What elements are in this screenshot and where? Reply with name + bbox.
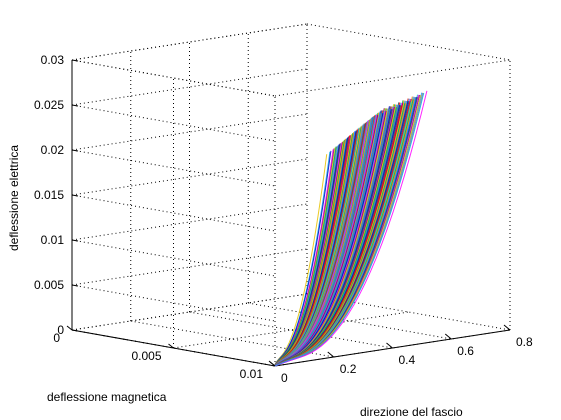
z-tick-label: 0.01 bbox=[41, 233, 65, 247]
z-tick-label: 0.015 bbox=[34, 188, 64, 202]
z-tick-label: 0.005 bbox=[34, 278, 64, 292]
x-axis-label: direzione del fascio bbox=[360, 405, 463, 419]
z-tick-label: 0 bbox=[57, 323, 64, 337]
axis-ticks: 0 0.005 0.01 0.015 0.02 0.025 0.03 0 0.005 0.01 0 0… bbox=[34, 53, 533, 385]
x-tick-mark bbox=[327, 351, 335, 358]
z-tick-mark bbox=[71, 104, 79, 107]
y-tick-mark bbox=[168, 343, 174, 349]
z-tick-label: 0.02 bbox=[41, 143, 65, 157]
z-tick-mark bbox=[71, 239, 79, 242]
y-tick-label: 0 bbox=[53, 331, 60, 345]
z-tick-mark bbox=[71, 329, 79, 332]
trajectory-bundle bbox=[274, 90, 428, 367]
x-tick-label: 0.8 bbox=[516, 335, 533, 349]
x-tick-mark bbox=[386, 342, 393, 349]
trajectory-line bbox=[274, 99, 416, 367]
x-tick-label: 0.6 bbox=[457, 344, 474, 358]
x-tick-mark bbox=[444, 333, 452, 340]
x-tick-label: 0.4 bbox=[399, 353, 416, 367]
y-tick-label: 0.01 bbox=[240, 367, 264, 381]
x-tick-mark bbox=[268, 360, 276, 367]
z-tick-label: 0.025 bbox=[34, 98, 64, 112]
x-tick-label: 0.2 bbox=[340, 362, 357, 376]
z-axis-label: deflessione elettrica bbox=[7, 145, 21, 251]
trajectory-line bbox=[274, 90, 428, 367]
x-tick-mark bbox=[503, 324, 511, 331]
z-tick-mark bbox=[71, 194, 79, 197]
y-tick-label: 0.005 bbox=[131, 349, 161, 363]
z-tick-mark bbox=[71, 284, 79, 287]
x-tick-label: 0 bbox=[281, 371, 288, 385]
y-tick-mark bbox=[66, 325, 73, 331]
z-tick-mark bbox=[71, 59, 79, 62]
y-axis-label: deflessione magnetica bbox=[47, 390, 167, 404]
z-tick-label: 0.03 bbox=[41, 53, 65, 67]
z-tick-mark bbox=[71, 149, 79, 152]
